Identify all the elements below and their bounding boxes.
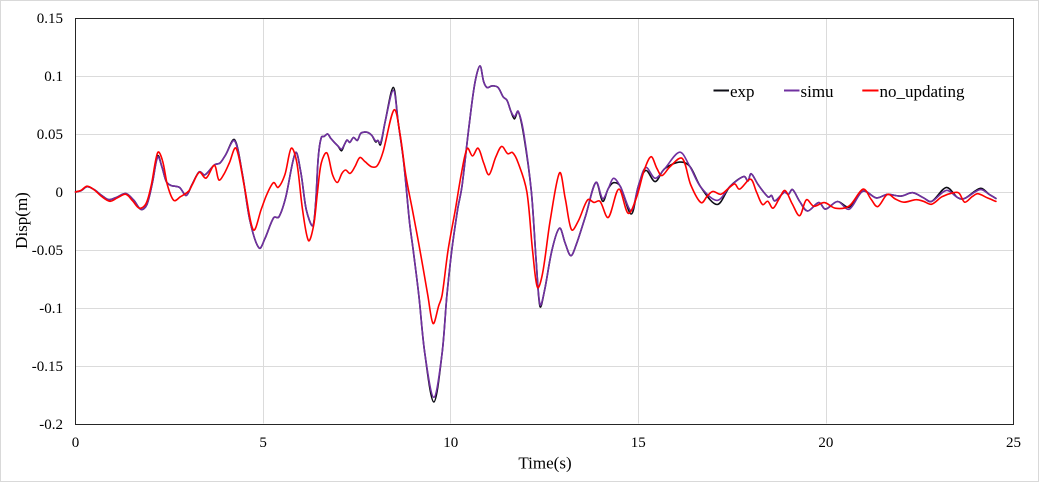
svg-text:Disp(m): Disp(m) <box>12 192 31 249</box>
svg-text:-0.1: -0.1 <box>39 301 63 317</box>
svg-text:Time(s): Time(s) <box>518 454 571 473</box>
svg-text:simu: simu <box>801 82 835 101</box>
svg-text:no_updating: no_updating <box>880 82 965 101</box>
svg-text:exp: exp <box>730 82 755 101</box>
svg-text:20: 20 <box>818 435 833 451</box>
svg-text:10: 10 <box>443 435 458 451</box>
svg-text:0: 0 <box>56 185 64 201</box>
svg-text:-0.15: -0.15 <box>32 359 63 375</box>
svg-text:-0.2: -0.2 <box>39 417 63 433</box>
svg-text:-0.05: -0.05 <box>32 243 63 259</box>
svg-text:0.15: 0.15 <box>37 11 63 27</box>
svg-text:0.05: 0.05 <box>37 127 63 143</box>
svg-text:25: 25 <box>1006 435 1021 451</box>
svg-text:0: 0 <box>72 435 80 451</box>
svg-text:15: 15 <box>631 435 646 451</box>
svg-text:5: 5 <box>259 435 267 451</box>
svg-text:0.1: 0.1 <box>44 69 63 85</box>
